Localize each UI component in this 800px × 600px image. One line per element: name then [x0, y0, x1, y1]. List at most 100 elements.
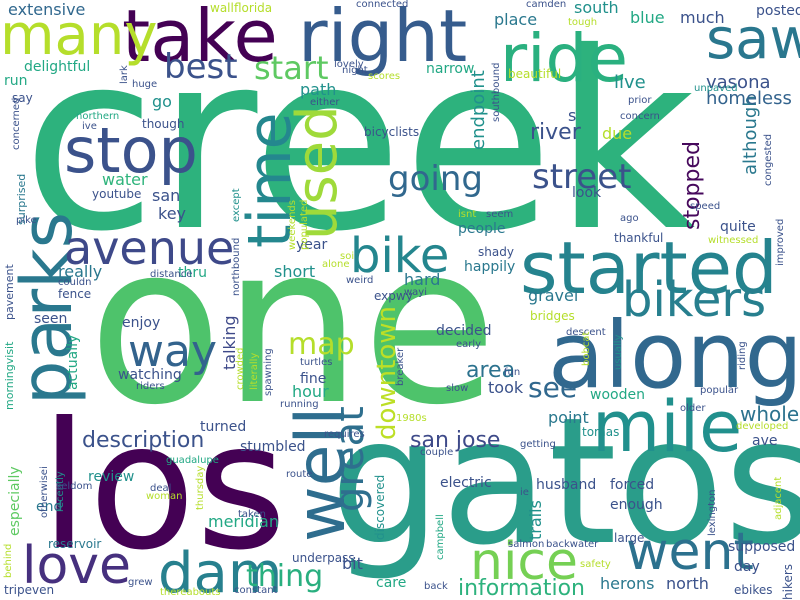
cloud-word: stop	[64, 114, 198, 187]
cloud-word: distance	[150, 269, 193, 280]
cloud-word: salmon	[508, 539, 545, 550]
cloud-word: homeless	[706, 88, 792, 109]
cloud-word: shady	[478, 245, 514, 259]
cloud-word: electric	[440, 475, 492, 491]
cloud-word: ago	[620, 213, 639, 224]
cloud-word: forced	[610, 477, 655, 493]
cloud-word: thursday	[195, 465, 206, 510]
cloud-word: trails	[526, 500, 545, 540]
cloud-word: lovely	[334, 59, 364, 70]
cloud-word: constant	[234, 585, 278, 596]
cloud-word: concerned	[11, 97, 22, 150]
cloud-word: descent	[566, 327, 606, 338]
cloud-word: path	[300, 80, 337, 99]
cloud-word: crowded	[235, 347, 246, 390]
cloud-word: youtube	[92, 187, 142, 201]
cloud-word: creek	[22, 0, 696, 285]
cloud-word: bridges	[530, 309, 575, 323]
cloud-word: see	[528, 371, 578, 404]
cloud-word: weird	[346, 275, 374, 286]
cloud-word: soi	[340, 251, 355, 262]
cloud-word: north	[666, 574, 709, 593]
cloud-word: older	[680, 403, 706, 414]
cloud-word: adjacent	[773, 476, 784, 520]
cloud-word: bikers	[622, 272, 767, 328]
cloud-word: hikers	[781, 563, 795, 600]
cloud-word: northern	[76, 111, 120, 122]
cloud-word: posted	[756, 3, 800, 19]
cloud-word: bobcat	[581, 331, 592, 366]
cloud-word: fine	[300, 371, 327, 387]
cloud-word: improved	[775, 218, 786, 266]
cloud-word: went	[626, 522, 754, 582]
cloud-word: best	[164, 47, 238, 87]
cloud-word: scores	[368, 71, 401, 82]
cloud-word: thankful	[614, 231, 664, 245]
cloud-word: start	[254, 49, 329, 87]
cloud-word: blue	[630, 8, 665, 27]
cloud-word: much	[680, 8, 725, 27]
cloud-word: grew	[128, 577, 153, 588]
cloud-word: huge	[132, 79, 158, 90]
cloud-word: wall	[210, 1, 234, 15]
cloud-word: one	[88, 197, 498, 453]
cloud-word: love	[22, 536, 132, 596]
cloud-word: developed	[736, 421, 789, 432]
cloud-word: populated	[299, 199, 310, 250]
cloud-word: people	[458, 221, 506, 237]
cloud-word: place	[494, 10, 538, 29]
cloud-word: wayi	[404, 287, 428, 298]
cloud-word: stopped	[680, 141, 705, 230]
cloud-word: thru	[178, 265, 207, 281]
cloud-word: decided	[436, 323, 492, 339]
cloud-word: quite	[720, 219, 756, 235]
cloud-word: herons	[600, 574, 655, 593]
cloud-word: unpaved	[694, 83, 738, 94]
cloud-word: concern	[620, 111, 660, 122]
cloud-word: stumbled	[240, 439, 306, 455]
cloud-word: pavement	[3, 264, 16, 320]
cloud-word: turtles	[300, 357, 333, 368]
cloud-word: backwater	[546, 539, 599, 550]
cloud-word: morningvisit	[3, 341, 16, 410]
cloud-word: going	[388, 159, 483, 199]
cloud-word: route	[286, 469, 313, 480]
cloud-word: weekends	[287, 200, 298, 250]
cloud-word: seen	[34, 311, 68, 327]
cloud-word: take	[122, 0, 278, 78]
cloud-word: large	[614, 531, 645, 545]
cloud-word: safety	[580, 559, 611, 570]
cloud-word: mile	[592, 386, 743, 468]
cloud-word: woman	[146, 491, 183, 502]
cloud-word: ive	[82, 121, 97, 132]
cloud-word: year	[296, 237, 328, 253]
cloud-word: seem	[486, 209, 514, 220]
cloud-word: endpoint	[468, 70, 489, 150]
cloud-word: southbound	[491, 62, 502, 122]
cloud-word: taken	[238, 509, 266, 520]
cloud-word: map	[288, 327, 355, 362]
cloud-word: area	[466, 358, 516, 383]
cloud-word: fence	[58, 287, 92, 301]
cloud-word: speed	[690, 201, 721, 212]
cloud-word: los	[40, 386, 287, 589]
cloud-word: night	[342, 65, 368, 76]
cloud-word: tomas	[582, 425, 620, 439]
cloud-word: enough	[610, 497, 663, 513]
cloud-word: lark	[119, 65, 130, 84]
cloud-word: early	[456, 339, 482, 350]
cloud-word: way	[128, 326, 217, 377]
cloud-word: literally	[249, 352, 260, 390]
cloud-word: started	[520, 226, 778, 310]
cloud-word: information	[458, 576, 585, 600]
cloud-word: slow	[446, 383, 469, 394]
cloud-word: south	[574, 0, 619, 17]
cloud-word: isnt	[458, 209, 477, 220]
cloud-word: bicyclists	[364, 125, 420, 139]
cloud-word: thing	[246, 559, 324, 594]
cloud-word: many	[0, 3, 158, 68]
cloud-word: description	[82, 428, 205, 453]
cloud-word: hard	[404, 270, 441, 289]
cloud-word: usually	[613, 334, 624, 371]
cloud-word: saw	[706, 7, 800, 72]
